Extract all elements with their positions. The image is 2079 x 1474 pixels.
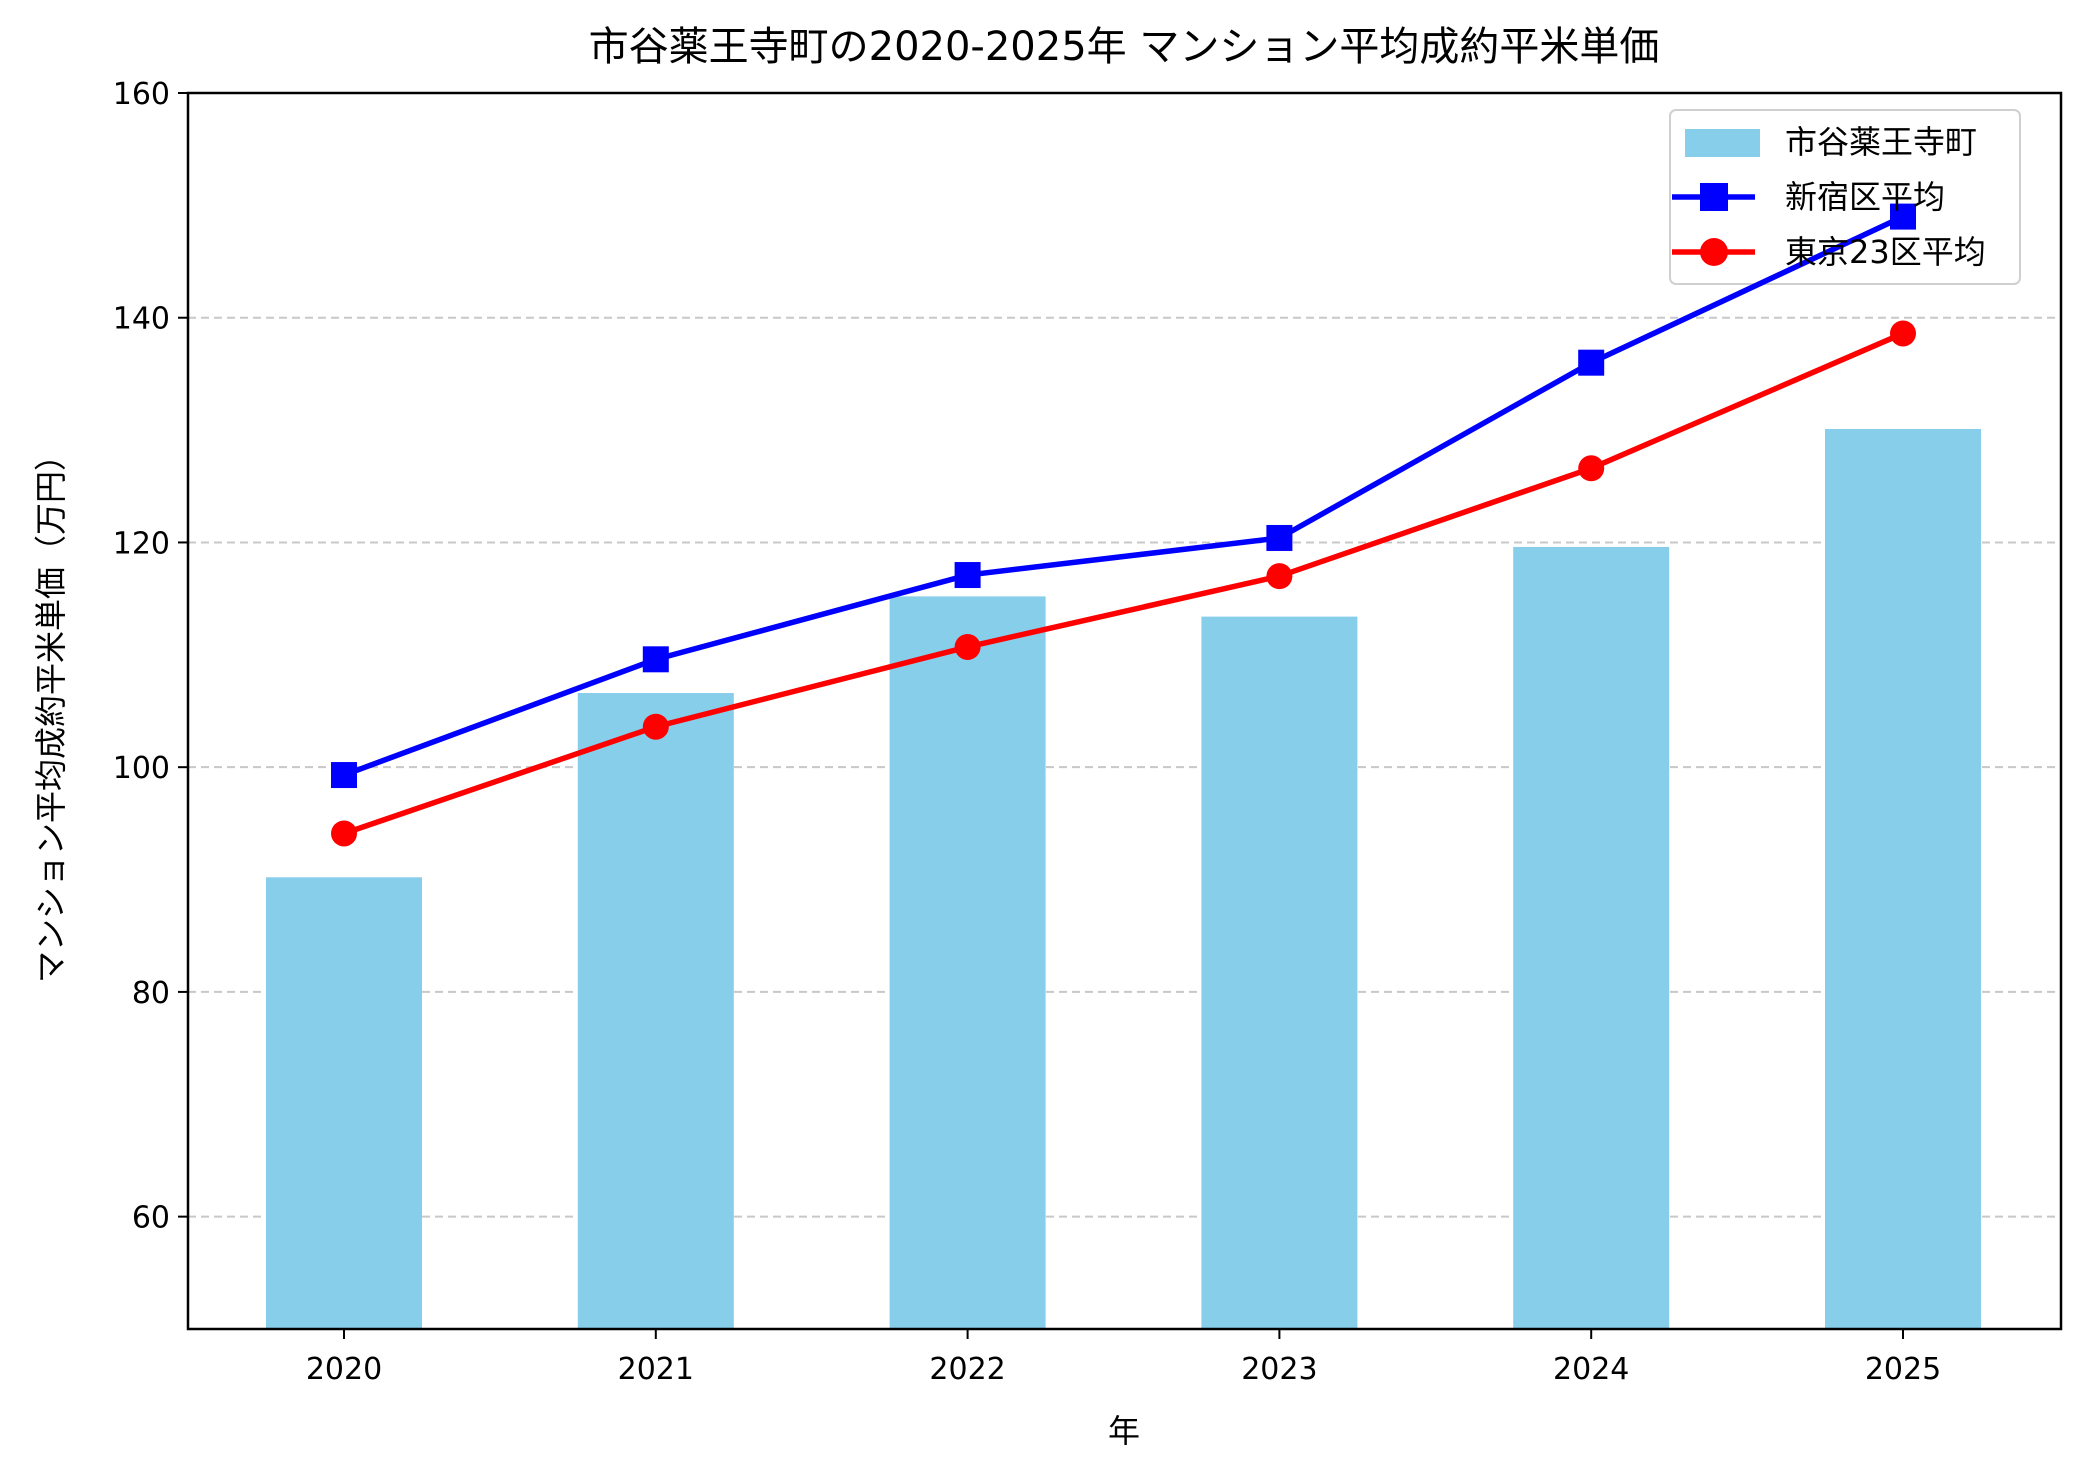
line-tokyo23: [343, 330, 1905, 837]
marker-square: [954, 562, 981, 589]
legend-marker-square: [1700, 183, 1728, 211]
bar-2024: [1513, 546, 1670, 1329]
line-shinjuku: [343, 214, 1905, 778]
marker-circle: [954, 633, 981, 660]
x-tick-label: 2024: [1553, 1352, 1629, 1387]
chart-title: 市谷薬王寺町の2020-2025年 マンション平均成約平米単価: [589, 24, 1660, 70]
marker-circle: [1578, 455, 1605, 482]
bar-2023: [1201, 616, 1358, 1329]
bar-2025: [1825, 428, 1981, 1329]
y-tick-label: 60: [132, 1201, 170, 1236]
y-tick-label: 80: [132, 976, 170, 1011]
y-tick-label: 140: [113, 302, 170, 337]
marker-square: [1890, 203, 1916, 230]
marker-square: [331, 762, 357, 789]
marker-circle: [1890, 320, 1916, 347]
marker-square: [642, 646, 669, 673]
bar-2022: [889, 596, 1046, 1329]
x-tick-label: 2020: [306, 1352, 382, 1387]
marker-square: [1578, 349, 1605, 376]
x-tick-label: 2025: [1865, 1352, 1941, 1387]
legend-marker-circle: [1700, 238, 1728, 266]
y-tick-label: 100: [113, 751, 170, 786]
x-tick-label: 2023: [1241, 1352, 1317, 1387]
legend-label: 東京23区平均: [1785, 233, 1986, 271]
legend-label: 市谷薬王寺町: [1785, 123, 1977, 161]
y-tick-label: 120: [113, 526, 170, 561]
marker-square: [1266, 524, 1293, 551]
y-axis-label: マンション平均成約平米単価（万円）: [32, 439, 70, 983]
y-tick-label: 160: [113, 77, 170, 112]
plot-frame: [186, 91, 2063, 1331]
bar-2020: [266, 877, 422, 1329]
marker-circle: [642, 713, 669, 740]
x-axis-label: 年: [1108, 1412, 1140, 1450]
legend-label: 新宿区平均: [1785, 178, 1945, 216]
legend-swatch-bar: [1685, 129, 1760, 157]
marker-circle: [331, 820, 357, 847]
bar-2021: [577, 693, 734, 1329]
marker-circle: [1266, 563, 1293, 590]
x-tick-label: 2021: [618, 1352, 694, 1387]
x-tick-label: 2022: [929, 1352, 1005, 1387]
